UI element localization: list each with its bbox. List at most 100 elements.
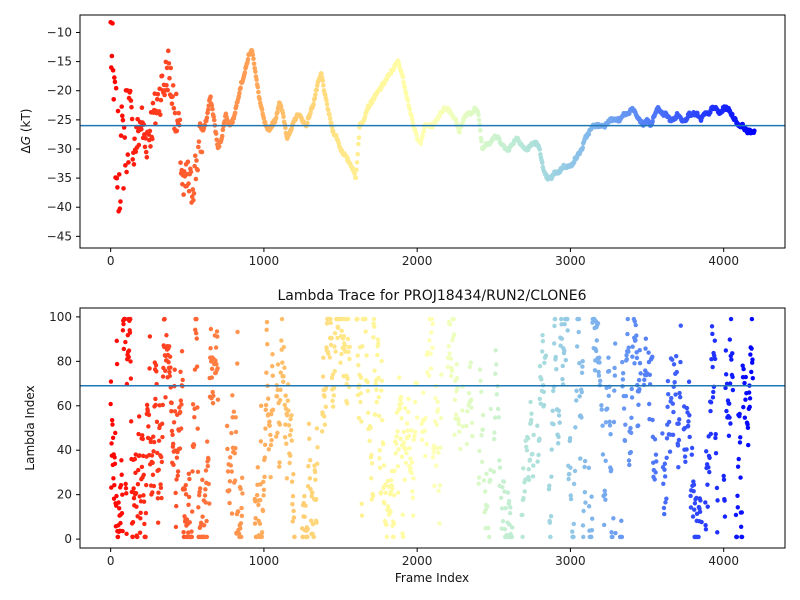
delta-g-point bbox=[308, 110, 313, 116]
lambda-point bbox=[673, 353, 679, 359]
delta-g-point bbox=[168, 65, 174, 71]
delta-g-point bbox=[478, 128, 483, 133]
delta-g-point bbox=[181, 169, 187, 174]
lambda-point bbox=[464, 441, 470, 447]
delta-g-point bbox=[407, 106, 413, 112]
lambda-point bbox=[372, 412, 378, 417]
delta-g-chart: 0 1000 2000 3000 4000 −45−40−35−30−25−20−15−… bbox=[19, 14, 786, 268]
lambda-point bbox=[360, 344, 365, 349]
delta-g-points bbox=[108, 19, 757, 214]
delta-g-point bbox=[146, 132, 151, 137]
lambda-point bbox=[233, 429, 239, 435]
delta-g-point bbox=[119, 104, 124, 109]
lambda-point bbox=[375, 352, 380, 358]
lambda-point bbox=[739, 534, 745, 540]
lambda-point bbox=[230, 415, 235, 420]
lambda-point bbox=[306, 463, 311, 469]
lambda-point bbox=[171, 420, 177, 425]
lambda-point bbox=[723, 372, 729, 377]
lambda-point bbox=[194, 336, 199, 341]
lambda-point bbox=[207, 501, 212, 506]
lambda-point bbox=[636, 402, 641, 407]
lambda-point bbox=[145, 408, 150, 413]
lambda-point bbox=[586, 465, 592, 470]
lambda-point bbox=[137, 453, 142, 458]
lambda-point bbox=[153, 402, 158, 408]
lambda-point bbox=[709, 324, 715, 329]
delta-g-y-axis-label: ΔG (kT) bbox=[19, 109, 33, 154]
delta-g-y-ticks: −45 −40 −35 −30 −25 −20 −15 −10 bbox=[47, 25, 80, 243]
y-tick-label: −40 bbox=[47, 200, 72, 214]
lambda-point bbox=[622, 438, 628, 444]
lambda-point bbox=[705, 482, 710, 487]
lambda-point bbox=[238, 521, 244, 526]
lambda-point bbox=[630, 354, 635, 359]
lambda-point bbox=[520, 512, 525, 518]
lambda-point bbox=[456, 418, 461, 423]
lambda-point bbox=[546, 487, 552, 492]
lambda-point bbox=[138, 516, 143, 521]
lambda-point bbox=[376, 413, 382, 419]
lambda-point bbox=[109, 485, 114, 490]
delta-g-point bbox=[120, 117, 126, 123]
lambda-point bbox=[735, 493, 740, 498]
lambda-point bbox=[431, 450, 436, 455]
lambda-point bbox=[465, 409, 470, 414]
lambda-point bbox=[454, 362, 459, 367]
lambda-x-axis-label: Frame Index bbox=[395, 571, 469, 585]
lambda-point bbox=[240, 491, 245, 496]
lambda-point bbox=[559, 316, 564, 322]
delta-g-point bbox=[124, 169, 129, 175]
lambda-point bbox=[286, 408, 291, 413]
lambda-point bbox=[433, 419, 438, 424]
lambda-point bbox=[574, 398, 579, 403]
lambda-point bbox=[666, 419, 672, 425]
lambda-point bbox=[706, 465, 711, 470]
delta-g-point bbox=[125, 152, 131, 157]
lambda-point bbox=[262, 455, 268, 460]
lambda-point bbox=[289, 479, 295, 484]
lambda-point bbox=[452, 432, 457, 438]
lambda-point bbox=[602, 492, 608, 497]
lambda-point bbox=[636, 377, 642, 383]
lambda-point bbox=[653, 470, 658, 475]
lambda-point bbox=[395, 429, 400, 434]
lambda-point bbox=[430, 321, 436, 327]
lambda-point bbox=[742, 380, 747, 386]
lambda-point bbox=[365, 379, 370, 385]
delta-g-point bbox=[329, 120, 334, 126]
lambda-point bbox=[132, 456, 138, 462]
lambda-point bbox=[581, 534, 586, 540]
lambda-point bbox=[230, 393, 235, 398]
lambda-point bbox=[120, 528, 125, 534]
lambda-point bbox=[109, 417, 115, 423]
lambda-point bbox=[385, 504, 391, 509]
delta-g-point bbox=[192, 153, 198, 159]
lambda-point bbox=[147, 366, 152, 371]
lambda-point bbox=[603, 497, 608, 502]
lambda-point bbox=[281, 344, 287, 350]
lambda-point bbox=[652, 477, 657, 482]
lambda-point bbox=[715, 498, 720, 503]
lambda-point bbox=[565, 328, 570, 333]
lambda-point bbox=[737, 411, 742, 417]
lambda-point bbox=[206, 457, 211, 462]
lambda-point bbox=[283, 422, 288, 427]
delta-g-point bbox=[479, 138, 484, 144]
lambda-point bbox=[603, 420, 609, 425]
lambda-point bbox=[170, 432, 175, 438]
lambda-point bbox=[141, 499, 147, 504]
lambda-point bbox=[143, 510, 149, 516]
lambda-point bbox=[263, 402, 269, 408]
delta-g-point bbox=[174, 128, 180, 134]
lambda-point bbox=[215, 334, 220, 339]
lambda-point bbox=[452, 397, 458, 402]
lambda-point bbox=[620, 377, 626, 382]
lambda-point bbox=[195, 469, 201, 475]
lambda-point bbox=[302, 514, 307, 519]
lambda-point bbox=[162, 316, 167, 322]
lambda-point bbox=[376, 395, 382, 400]
lambda-point bbox=[380, 442, 386, 447]
lambda-point bbox=[710, 395, 716, 400]
lambda-point bbox=[229, 430, 234, 436]
